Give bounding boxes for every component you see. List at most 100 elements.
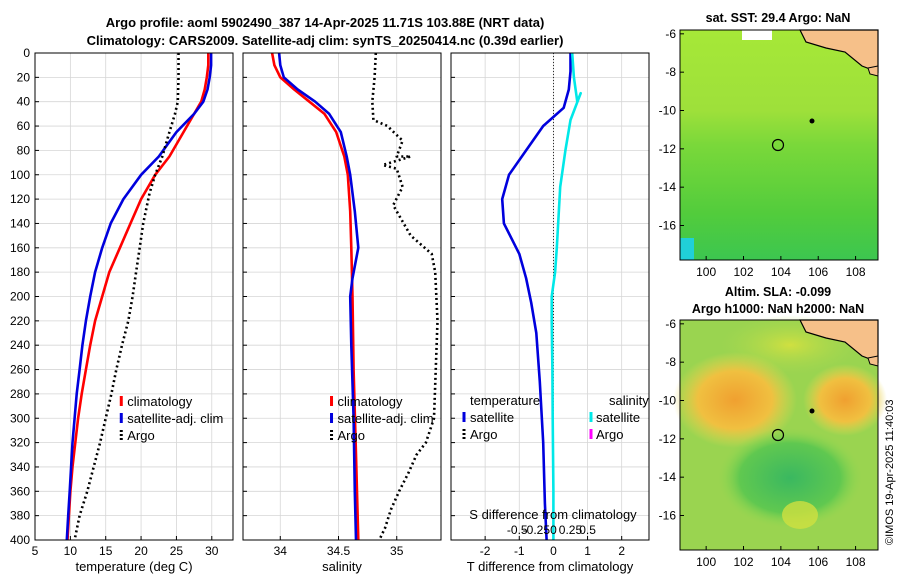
y-tick-label: 20 (17, 70, 31, 84)
series-line-satellite-adj-clim (277, 52, 360, 541)
series-line-climatology (66, 53, 210, 541)
sst-field (680, 30, 878, 260)
temperature-panel: 0 20 40 60 80 100 120 140 160 180 200 220 240 260 280 3… (10, 46, 234, 574)
map-y-tick-label: -14 (659, 180, 677, 194)
y-tick-label: 60 (17, 119, 31, 133)
x-tick-label: 30 (205, 544, 219, 558)
map-y-tick-label: -8 (665, 65, 676, 79)
sla-map-axes: -6 -8 -10 -12 -14 -16 100 102 104 106 108 (659, 317, 866, 569)
salinity-panel: 34 34.5 35 salinity climatology satellite-adj… (242, 52, 442, 574)
axes-frame (450, 52, 650, 541)
legend-label: Argo (596, 427, 623, 442)
legend-label: satellite-adj. clim (338, 411, 434, 426)
sst-missing-data (742, 30, 772, 40)
x-axis-label: T difference from climatology (467, 559, 634, 574)
x-tick-label: -2 (480, 544, 491, 558)
sst-argo-location (771, 138, 785, 152)
x2-tick-label: -0.5 (507, 523, 528, 537)
sla-map-frame (679, 319, 879, 551)
x-tick-label: 0 (550, 544, 557, 558)
axes-frame (34, 52, 234, 541)
legend-label: satellite-adj. clim (127, 411, 223, 426)
x-tick-label: -1 (514, 544, 525, 558)
legend-label: satellite (596, 410, 640, 425)
series-line-climatology (270, 52, 360, 541)
y-tick-label: 80 (17, 143, 31, 157)
y-tick-label: 0 (23, 46, 30, 60)
map-x-tick-label: 106 (808, 555, 828, 569)
sst-map-title: sat. SST: 29.4 Argo: NaN (706, 11, 851, 25)
map-y-tick-label: -6 (665, 27, 676, 41)
legend-label: Argo (127, 428, 154, 443)
sla-yellow-spot (782, 501, 818, 529)
y-tick-label: 400 (10, 533, 30, 547)
sla-low-south (718, 428, 862, 528)
y-tick-label: 240 (10, 338, 30, 352)
y-tick-label: 120 (10, 192, 30, 206)
map-y-tick-label: -16 (659, 509, 677, 523)
map-x-tick-label: 104 (771, 265, 791, 279)
x2-tick-label: -0.25 (523, 523, 551, 537)
map-y-tick-label: -6 (665, 317, 676, 331)
map-x-tick-label: 108 (846, 555, 866, 569)
figure-title-line1: Argo profile: aoml 5902490_387 14-Apr-20… (106, 15, 545, 30)
sst-cool-patch (680, 238, 694, 260)
legend-label: Argo (338, 428, 365, 443)
y-tick-label: 140 (10, 216, 30, 230)
y-tick-label: 380 (10, 509, 30, 523)
sla-high-west (673, 352, 797, 448)
y-tick-label: 320 (10, 436, 30, 450)
legend-label: Argo (470, 427, 497, 442)
series-line-temperature-satellite (500, 53, 572, 541)
map-y-tick-label: -8 (665, 355, 676, 369)
map-y-tick-label: -10 (659, 104, 677, 118)
map-x-tick-label: 102 (733, 555, 753, 569)
sla-argo-location (771, 428, 785, 442)
y-tick-label: 300 (10, 411, 30, 425)
y-tick-label: 340 (10, 460, 30, 474)
sla-high-east (803, 364, 887, 436)
difference-panel: -2 -1 0 1 2T difference from climatology temp… (450, 52, 650, 574)
sla-map-title-2: Argo h1000: NaN h2000: NaN (692, 302, 864, 316)
map-y-tick-label: -10 (659, 394, 677, 408)
legend-label: satellite (470, 410, 514, 425)
x-tick-label: 1 (584, 544, 591, 558)
map-x-tick-label: 100 (696, 265, 716, 279)
sst-map (679, 29, 879, 261)
y-tick-label: 200 (10, 290, 30, 304)
x-tick-label: 10 (64, 544, 78, 558)
legend-label: climatology (127, 394, 193, 409)
map-y-tick-label: -12 (659, 142, 677, 156)
x2-tick-label: 0.5 (579, 523, 596, 537)
x-tick-label: 35 (390, 544, 404, 558)
legend-title-salinity: salinity (609, 393, 649, 408)
x2-tick-label: 0 (550, 523, 557, 537)
series-line-argo (73, 53, 180, 541)
sst-island-dot (809, 118, 815, 124)
y-tick-label: 280 (10, 387, 30, 401)
figure-title-line2: Climatology: CARS2009. Satellite-adj cli… (87, 33, 564, 48)
sla-map (673, 315, 887, 551)
x-tick-label: 34 (274, 544, 288, 558)
x-tick-label: 34.5 (327, 544, 351, 558)
series-line-argo (370, 52, 439, 541)
map-x-tick-label: 104 (771, 555, 791, 569)
map-y-tick-label: -16 (659, 219, 677, 233)
map-x-tick-label: 102 (733, 265, 753, 279)
sla-island-dot (809, 408, 815, 414)
series-line-salinity-satellite (550, 52, 583, 540)
y-tick-label: 40 (17, 95, 31, 109)
sla-map-title-1: Altim. SLA: -0.099 (725, 285, 831, 299)
sst-map-axes: -6 -8 -10 -12 -14 -16 100 102 104 106 108 (659, 27, 866, 279)
sst-map-frame (679, 29, 879, 261)
x-tick-label: 5 (32, 544, 39, 558)
x-axis-label: salinity (322, 559, 362, 574)
map-y-tick-label: -14 (659, 470, 677, 484)
y-tick-label: 100 (10, 168, 30, 182)
y-tick-label: 360 (10, 484, 30, 498)
x-axis-label: temperature (deg C) (75, 559, 192, 574)
x-tick-label: 25 (170, 544, 184, 558)
y-tick-label: 260 (10, 363, 30, 377)
x-tick-label: 20 (134, 544, 148, 558)
